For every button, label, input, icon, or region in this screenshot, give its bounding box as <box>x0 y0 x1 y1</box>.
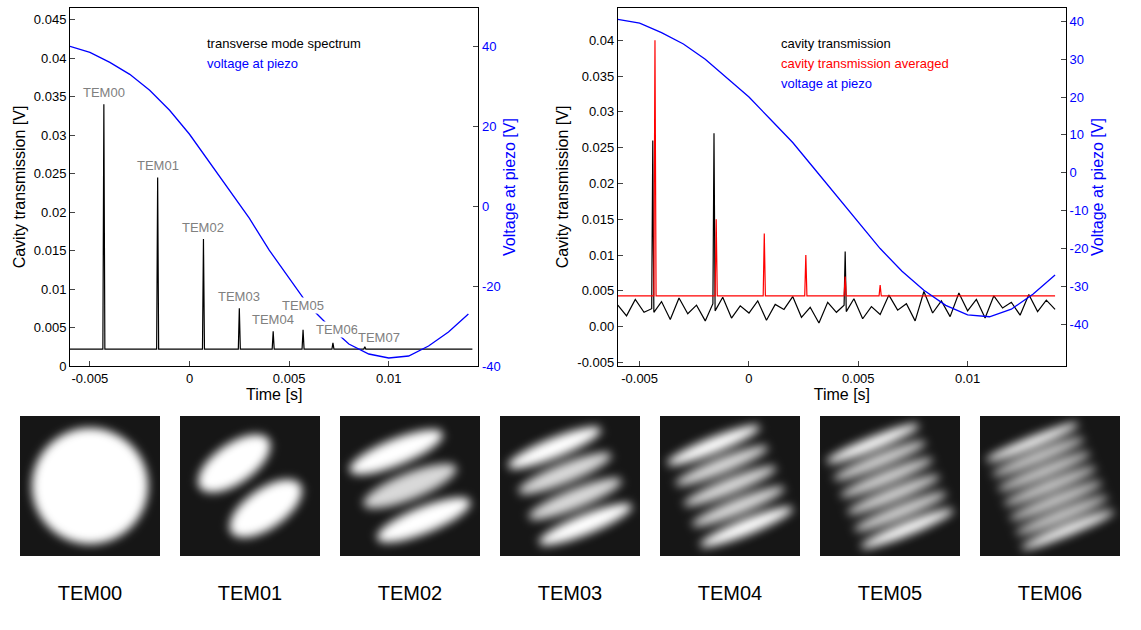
svg-text:0: 0 <box>186 371 193 386</box>
svg-text:-40: -40 <box>1070 317 1089 332</box>
svg-text:0.01: 0.01 <box>589 248 614 263</box>
svg-text:20: 20 <box>482 119 496 134</box>
svg-text:voltage at piezo: voltage at piezo <box>207 56 298 71</box>
svg-text:0: 0 <box>59 359 66 374</box>
svg-text:0.035: 0.035 <box>582 69 615 84</box>
svg-text:TEM00: TEM00 <box>83 85 125 100</box>
svg-text:0.025: 0.025 <box>582 140 615 155</box>
html-text:TEM04: TEM04 <box>697 582 763 604</box>
svg-text:-10: -10 <box>1070 203 1089 218</box>
svg-text:Cavity transmission [V]: Cavity transmission [V] <box>554 106 571 269</box>
svg-text:transverse mode spectrum: transverse mode spectrum <box>207 36 361 51</box>
svg-text:0.00: 0.00 <box>589 319 614 334</box>
svg-text:0.04: 0.04 <box>589 33 614 48</box>
svg-text:TEM06: TEM06 <box>316 322 358 337</box>
svg-text:0.045: 0.045 <box>34 12 67 27</box>
svg-text:-0.005: -0.005 <box>71 371 108 386</box>
svg-text:Cavity transmission [V]: Cavity transmission [V] <box>11 106 28 269</box>
svg-text:0.02: 0.02 <box>589 176 614 191</box>
svg-text:0.02: 0.02 <box>41 205 66 220</box>
svg-text:0.01: 0.01 <box>41 282 66 297</box>
svg-text:0.005: 0.005 <box>273 371 306 386</box>
svg-text:-20: -20 <box>482 279 501 294</box>
svg-text:TEM03: TEM03 <box>218 289 260 304</box>
svg-text:0: 0 <box>1070 165 1077 180</box>
html-text:TEM03: TEM03 <box>537 582 603 604</box>
svg-text:-0.005: -0.005 <box>577 355 614 370</box>
svg-text:cavity transmission: cavity transmission <box>781 36 891 51</box>
svg-text:TEM07: TEM07 <box>358 330 400 345</box>
svg-text:voltage at piezo: voltage at piezo <box>781 76 872 91</box>
svg-text:TEM05: TEM05 <box>282 298 324 313</box>
html-text:TEM00: TEM00 <box>57 582 123 604</box>
svg-text:30: 30 <box>1070 52 1084 67</box>
svg-text:40: 40 <box>1070 14 1084 29</box>
svg-text:0.005: 0.005 <box>842 371 875 386</box>
svg-text:TEM01: TEM01 <box>137 158 179 173</box>
svg-text:0.01: 0.01 <box>955 371 980 386</box>
svg-text:0.035: 0.035 <box>34 89 67 104</box>
svg-text:cavity transmission averaged: cavity transmission averaged <box>781 56 949 71</box>
svg-text:-30: -30 <box>1070 279 1089 294</box>
svg-text:0.015: 0.015 <box>34 243 67 258</box>
svg-text:Time [s]: Time [s] <box>814 386 870 403</box>
svg-text:20: 20 <box>1070 90 1084 105</box>
html-text:TEM06: TEM06 <box>1017 582 1083 604</box>
svg-text:40: 40 <box>482 39 496 54</box>
html-text:TEM02: TEM02 <box>377 582 443 604</box>
svg-text:TEM04: TEM04 <box>252 312 294 327</box>
html-text:TEM01: TEM01 <box>217 582 283 604</box>
svg-text:-20: -20 <box>1070 241 1089 256</box>
svg-text:-0.005: -0.005 <box>621 371 658 386</box>
svg-text:-40: -40 <box>482 359 501 374</box>
svg-text:10: 10 <box>1070 127 1084 142</box>
svg-text:0.03: 0.03 <box>41 128 66 143</box>
svg-text:Voltage at piezo [V]: Voltage at piezo [V] <box>501 118 518 256</box>
svg-text:Voltage at piezo [V]: Voltage at piezo [V] <box>1089 118 1106 256</box>
svg-text:0.01: 0.01 <box>376 371 401 386</box>
html-text:TEM05: TEM05 <box>857 582 923 604</box>
svg-text:0: 0 <box>482 199 489 214</box>
svg-text:0: 0 <box>745 371 752 386</box>
svg-text:Time [s]: Time [s] <box>246 386 302 403</box>
svg-text:TEM02: TEM02 <box>182 220 224 235</box>
svg-text:0.005: 0.005 <box>34 320 67 335</box>
svg-text:0.04: 0.04 <box>41 51 66 66</box>
svg-text:0.015: 0.015 <box>582 212 615 227</box>
svg-text:0.03: 0.03 <box>589 104 614 119</box>
svg-text:0.025: 0.025 <box>34 166 67 181</box>
svg-text:0.005: 0.005 <box>582 283 615 298</box>
